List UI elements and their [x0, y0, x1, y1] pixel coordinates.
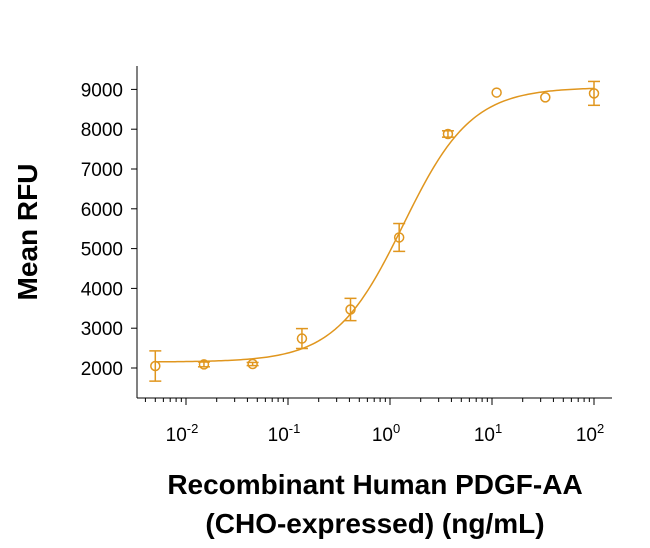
y-tick-label: 7000 — [81, 160, 123, 181]
y-tick-label: 4000 — [81, 279, 123, 300]
x-tick-label: 101 — [474, 421, 502, 446]
x-tick-label: 100 — [372, 421, 400, 446]
y-ticks: 2000 3000 4000 5000 6000 7000 8000 9000 — [81, 80, 137, 380]
data-point — [247, 358, 258, 370]
x-tick-label: 10-1 — [268, 421, 301, 446]
y-tick-label: 6000 — [81, 200, 123, 221]
x-ticks: 10-2 10-1 100 101 102 — [144, 398, 604, 446]
axes — [136, 66, 612, 399]
y-tick-label: 2000 — [81, 359, 123, 380]
x-tick-label: 10-2 — [166, 421, 199, 446]
x-axis-title-line1: Recombinant Human PDGF-AA — [167, 469, 582, 500]
data-point — [150, 360, 161, 372]
error-bars — [149, 80, 600, 382]
x-axis-title-line2: (CHO-expressed) (ng/mL) — [205, 508, 544, 539]
data-point — [442, 128, 454, 140]
x-tick-label: 102 — [576, 421, 604, 446]
data-point — [588, 88, 600, 99]
data-point — [491, 87, 502, 98]
y-axis-title: Mean RFU — [12, 164, 43, 301]
data-point — [345, 304, 356, 315]
data-point — [296, 333, 308, 344]
y-tick-label: 8000 — [81, 120, 123, 141]
data-point — [540, 92, 551, 103]
data-point — [198, 359, 210, 370]
data-point — [393, 232, 405, 243]
y-tick-label: 5000 — [81, 240, 123, 261]
y-tick-label: 3000 — [81, 319, 123, 340]
data-points — [150, 87, 600, 372]
fit-curve — [155, 87, 595, 363]
y-tick-label: 9000 — [81, 80, 123, 101]
